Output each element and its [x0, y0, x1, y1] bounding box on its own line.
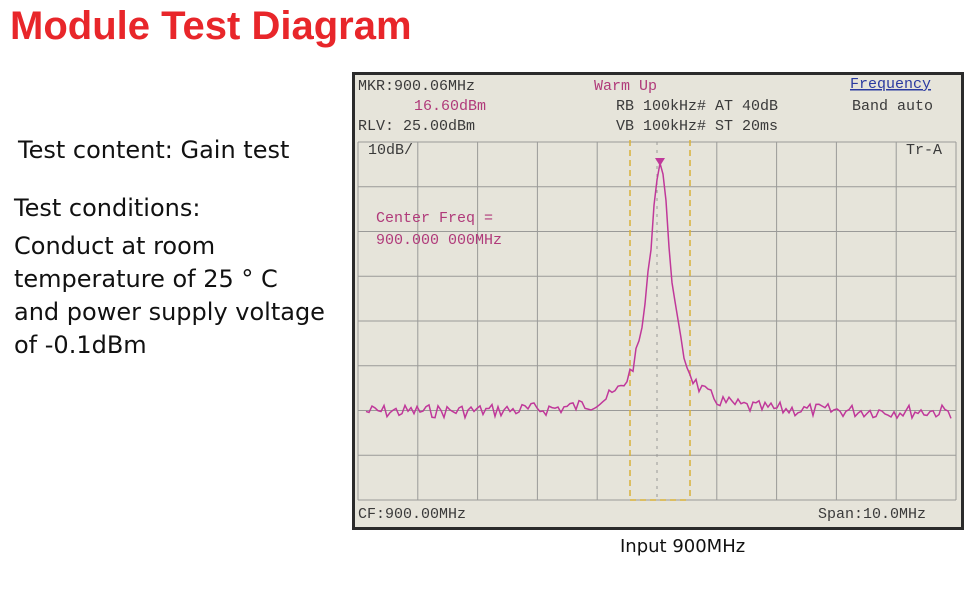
analyzer-screen: MKR:900.06MHz 16.60dBm RLV: 25.00dBm 10d… — [352, 72, 964, 530]
ref-level: RLV: 25.00dBm — [358, 118, 475, 135]
condition-line: temperature of 25 ° C — [14, 265, 278, 293]
vb-line: VB 100kHz# ST 20ms — [616, 118, 778, 135]
condition-line: of -0.1dBm — [14, 331, 147, 359]
condition-line: and power supply voltage — [14, 298, 325, 326]
menu-title: Frequency — [850, 76, 931, 93]
marker-level: 16.60dBm — [414, 98, 486, 115]
conditions-label: Test conditions: — [14, 194, 201, 222]
test-content: Test content: Gain test — [18, 136, 290, 164]
status: Warm Up — [594, 78, 657, 95]
condition-line: Conduct at room — [14, 232, 216, 260]
marker: MKR:900.06MHz — [358, 78, 475, 95]
center-label: Center Freq = — [376, 210, 493, 227]
caption: Input 900MHz — [620, 536, 746, 557]
trace-label: Tr-A — [906, 142, 942, 159]
conditions: Conduct at room temperature of 25 ° C an… — [14, 230, 325, 362]
grid — [357, 141, 957, 501]
cf: CF:900.00MHz — [358, 506, 466, 523]
span: Span:10.0MHz — [818, 506, 926, 523]
display — [355, 75, 961, 527]
spectrum-trace — [365, 163, 952, 421]
marker-icon — [655, 158, 665, 166]
center-value: 900.000 000MHz — [376, 232, 502, 249]
menu-item: Band auto — [852, 98, 933, 115]
title: Module Test Diagram — [10, 4, 412, 48]
rb-line: RB 100kHz# AT 40dB — [616, 98, 778, 115]
scale: 10dB/ — [368, 142, 413, 159]
